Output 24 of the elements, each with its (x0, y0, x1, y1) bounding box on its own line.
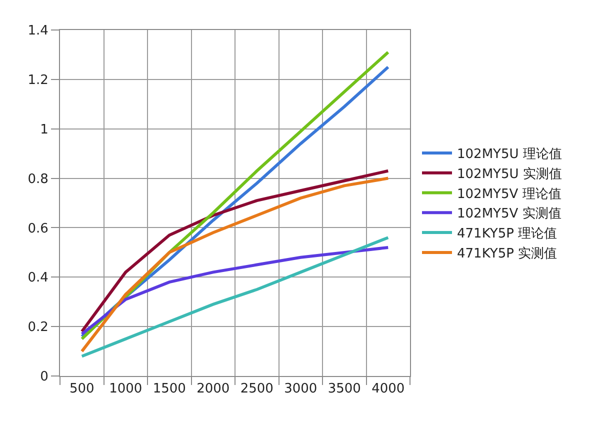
x-tick-label: 1500 (152, 382, 186, 397)
x-tick-label: 3500 (328, 382, 361, 397)
line-series (80, 236, 390, 358)
legend-label: 102MY5V 理论值 (457, 186, 562, 202)
y-tick-label: 0 (40, 370, 48, 385)
x-tick-label: 2500 (240, 382, 274, 397)
x-tick-label: 2000 (196, 382, 230, 397)
legend-label: 102MY5U 理论值 (457, 147, 562, 162)
y-tick-label: 1.4 (28, 24, 48, 39)
x-tick-label: 3000 (284, 382, 318, 397)
x-tick-label: 1000 (109, 382, 142, 397)
y-tick-label: 0.8 (28, 172, 48, 187)
legend-label: 102MY5U 实测值 (457, 166, 562, 182)
x-tick-label: 4000 (372, 382, 405, 397)
y-tick-label: 0.6 (28, 221, 48, 236)
line-series (80, 246, 390, 336)
legend-label: 102MY5V 实测值 (457, 206, 562, 222)
x-tick-label: 500 (69, 382, 94, 397)
legend-label: 471KY5P 实测值 (457, 246, 558, 262)
y-tick-label: 1 (40, 122, 48, 138)
legend-label: 471KY5P 理论值 (457, 226, 558, 242)
y-tick-label: 0.2 (28, 320, 48, 336)
y-tick-label: 1.2 (28, 72, 48, 88)
y-tick-label: 0.4 (28, 270, 48, 286)
